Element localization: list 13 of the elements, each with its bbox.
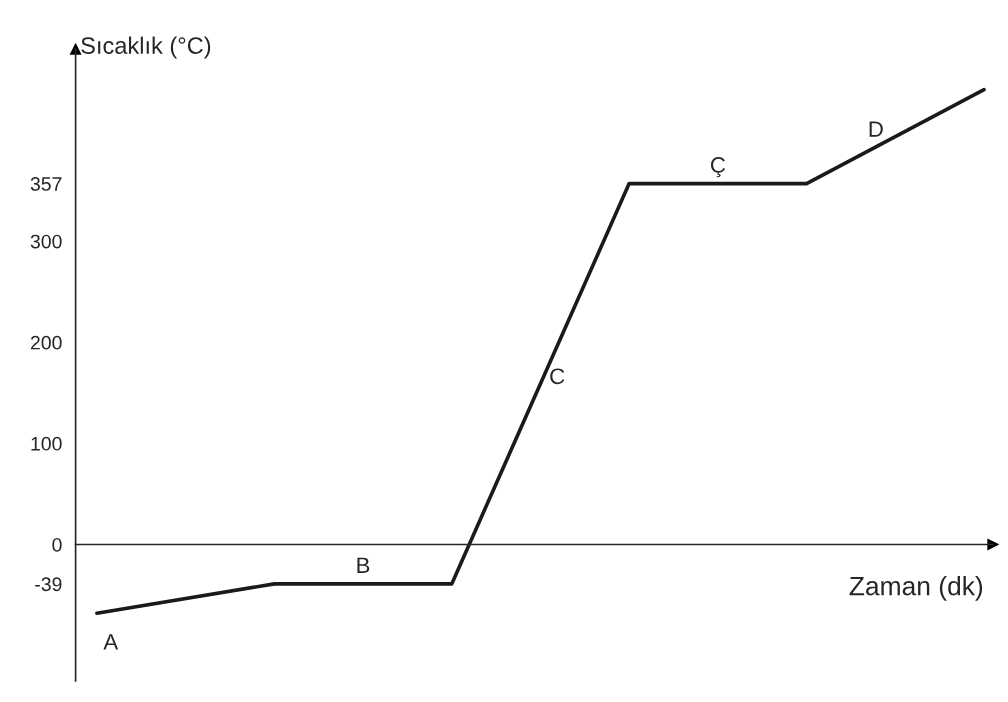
annotation: B [357,557,370,573]
annotation: A [103,634,119,650]
y-tick-label: 200 [30,335,62,350]
y-tick-label: 100 [31,436,62,451]
annotation: C [550,368,565,385]
annotation: Ç [710,157,726,178]
y-tick-label: 357 [30,177,62,191]
y-tick-label: 300 [30,234,62,249]
y-tick-label: -39 [35,577,62,592]
y-tick-label: 0 [52,537,62,552]
y-axis-title: Sıcaklık (°C) [81,36,211,59]
x-axis-title: Zaman (dk) [849,576,983,601]
annotation: D [869,121,883,137]
